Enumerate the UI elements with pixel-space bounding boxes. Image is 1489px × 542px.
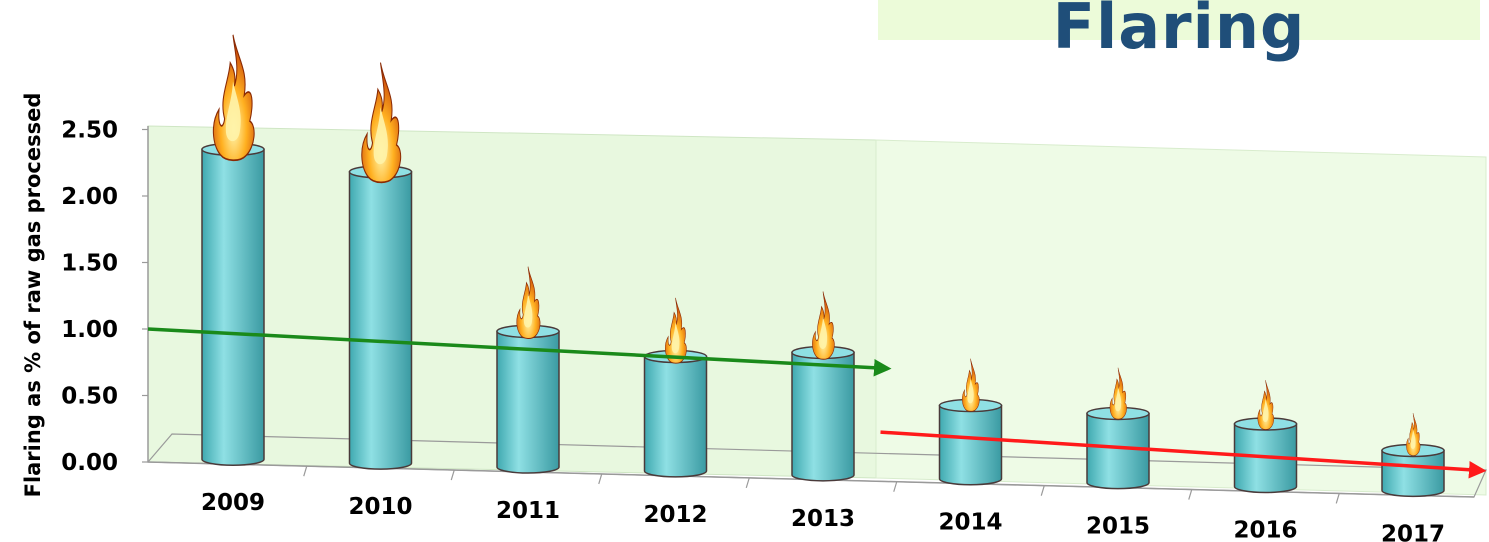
chart-title: Flaring bbox=[1052, 0, 1306, 63]
y-tick-label: 0.50 bbox=[61, 384, 118, 410]
trendlines bbox=[147, 327, 1487, 479]
x-tick-label: 2009 bbox=[201, 490, 265, 516]
x-tick-mark bbox=[1040, 485, 1045, 496]
bar bbox=[348, 165, 413, 470]
x-tick-label: 2015 bbox=[1086, 514, 1150, 540]
y-tick-label: 1.50 bbox=[61, 251, 118, 277]
x-tick-mark bbox=[1188, 489, 1193, 500]
flame-icon bbox=[812, 291, 835, 360]
y-tick-label: 2.00 bbox=[61, 184, 118, 210]
flame-icon bbox=[516, 266, 541, 339]
x-tick-mark bbox=[1335, 493, 1340, 504]
bars bbox=[201, 34, 1445, 498]
bar bbox=[201, 142, 265, 466]
x-tick-label: 2010 bbox=[348, 494, 412, 520]
flame-icon bbox=[212, 34, 255, 162]
x-tick-mark bbox=[450, 469, 455, 481]
x-tick-label: 2011 bbox=[496, 498, 560, 524]
y-tick-label: 1.00 bbox=[61, 317, 118, 343]
x-tick-mark bbox=[893, 481, 898, 492]
y-tick-label: 2.50 bbox=[61, 118, 118, 144]
flame-icon bbox=[962, 358, 980, 412]
y-tick-label: 0.00 bbox=[61, 450, 118, 476]
flame-icon bbox=[1257, 380, 1275, 430]
bar bbox=[1381, 443, 1445, 498]
x-tick-mark bbox=[303, 466, 308, 477]
bar bbox=[938, 398, 1003, 486]
x-axis-ticks: 2009 2010 2011 2012 2013 2014 2015 2016 2017 bbox=[201, 466, 1445, 542]
x-tick-mark bbox=[745, 477, 750, 489]
x-tick-mark bbox=[598, 473, 603, 485]
flame-icon bbox=[1406, 413, 1421, 456]
x-tick-label: 2017 bbox=[1381, 521, 1445, 542]
y-axis-label: Flaring as % of raw gas processed bbox=[21, 93, 45, 498]
x-tick-label: 2014 bbox=[938, 510, 1002, 536]
x-tick-label: 2012 bbox=[643, 502, 707, 528]
flame-icon bbox=[665, 297, 687, 364]
flame-icon bbox=[361, 62, 402, 184]
green-trend-arrow bbox=[147, 327, 892, 377]
x-tick-label: 2013 bbox=[791, 506, 855, 532]
bar bbox=[643, 349, 708, 478]
title-box: Flaring bbox=[878, 0, 1480, 58]
x-tick-label: 2016 bbox=[1233, 517, 1297, 542]
red-trend-arrow bbox=[880, 430, 1487, 479]
y-axis-ticks: 0.00 0.50 1.00 1.50 2.00 2.50 bbox=[61, 118, 148, 476]
flame-icon bbox=[1109, 367, 1127, 420]
bar bbox=[791, 345, 855, 482]
